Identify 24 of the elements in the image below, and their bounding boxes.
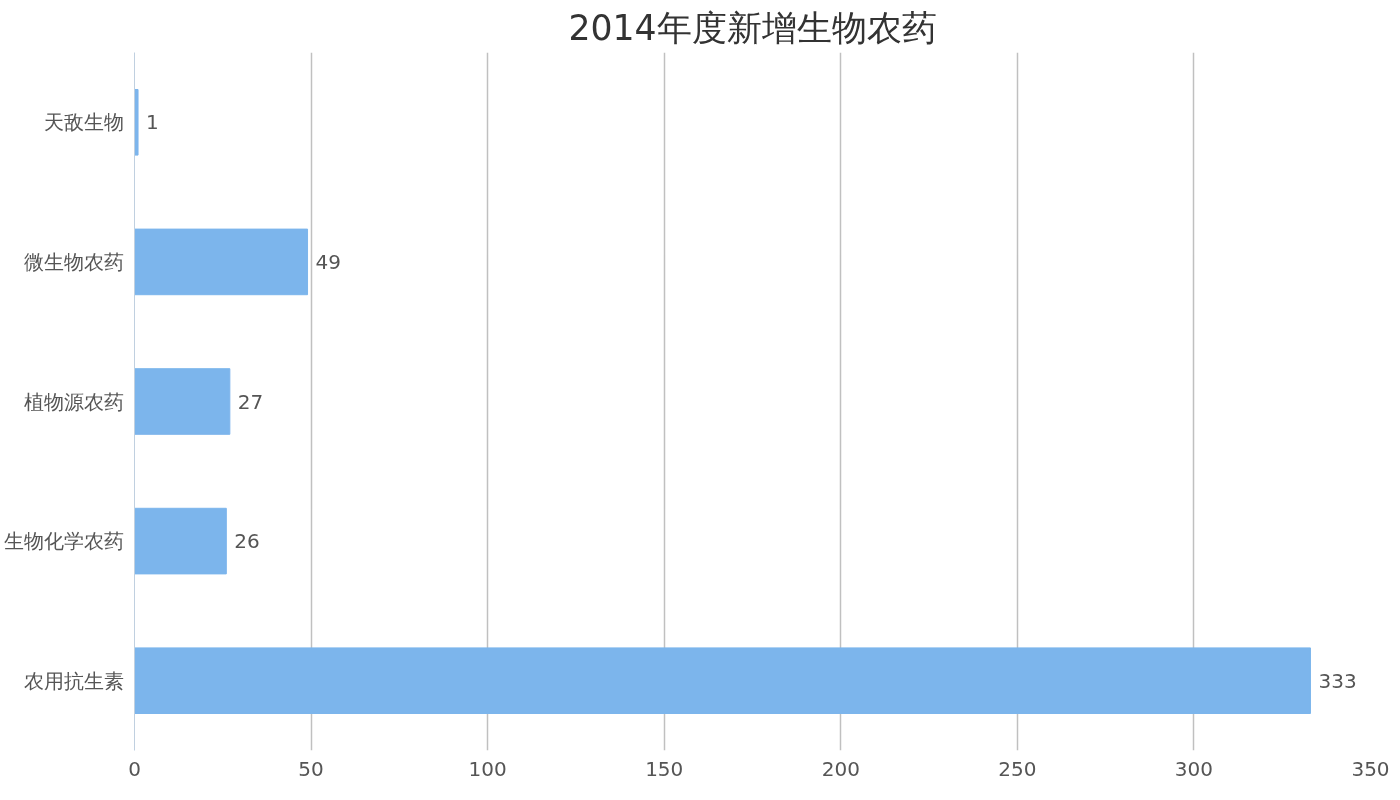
data-label: 27 [237,389,264,414]
y-tick-label: 微生物农药 [23,249,124,274]
bar [134,228,309,296]
bar [134,88,139,156]
x-tick-label: 350 [1351,756,1390,781]
chart-title: 2014年度新增生物农药 [568,7,937,48]
x-tick-label: 250 [998,756,1037,781]
x-tick-label: 100 [468,756,507,781]
y-tick-label: 农用抗生素 [23,668,124,693]
data-label: 49 [315,249,341,274]
x-tick-label: 300 [1174,756,1214,781]
y-tick-label: 生物化学农药 [3,529,124,554]
data-label: 1 [146,110,159,135]
bar [134,368,231,435]
bar [134,647,1311,715]
y-tick-label: 天敌生物 [43,110,124,135]
x-tick-label: 150 [645,756,684,781]
data-label: 333 [1318,668,1357,693]
x-tick-label: 50 [298,756,324,781]
x-tick-label: 0 [128,756,141,781]
data-label: 26 [234,529,260,554]
bar [134,507,227,575]
y-tick-label: 植物源农药 [23,389,124,414]
x-tick-label: 200 [821,756,860,781]
